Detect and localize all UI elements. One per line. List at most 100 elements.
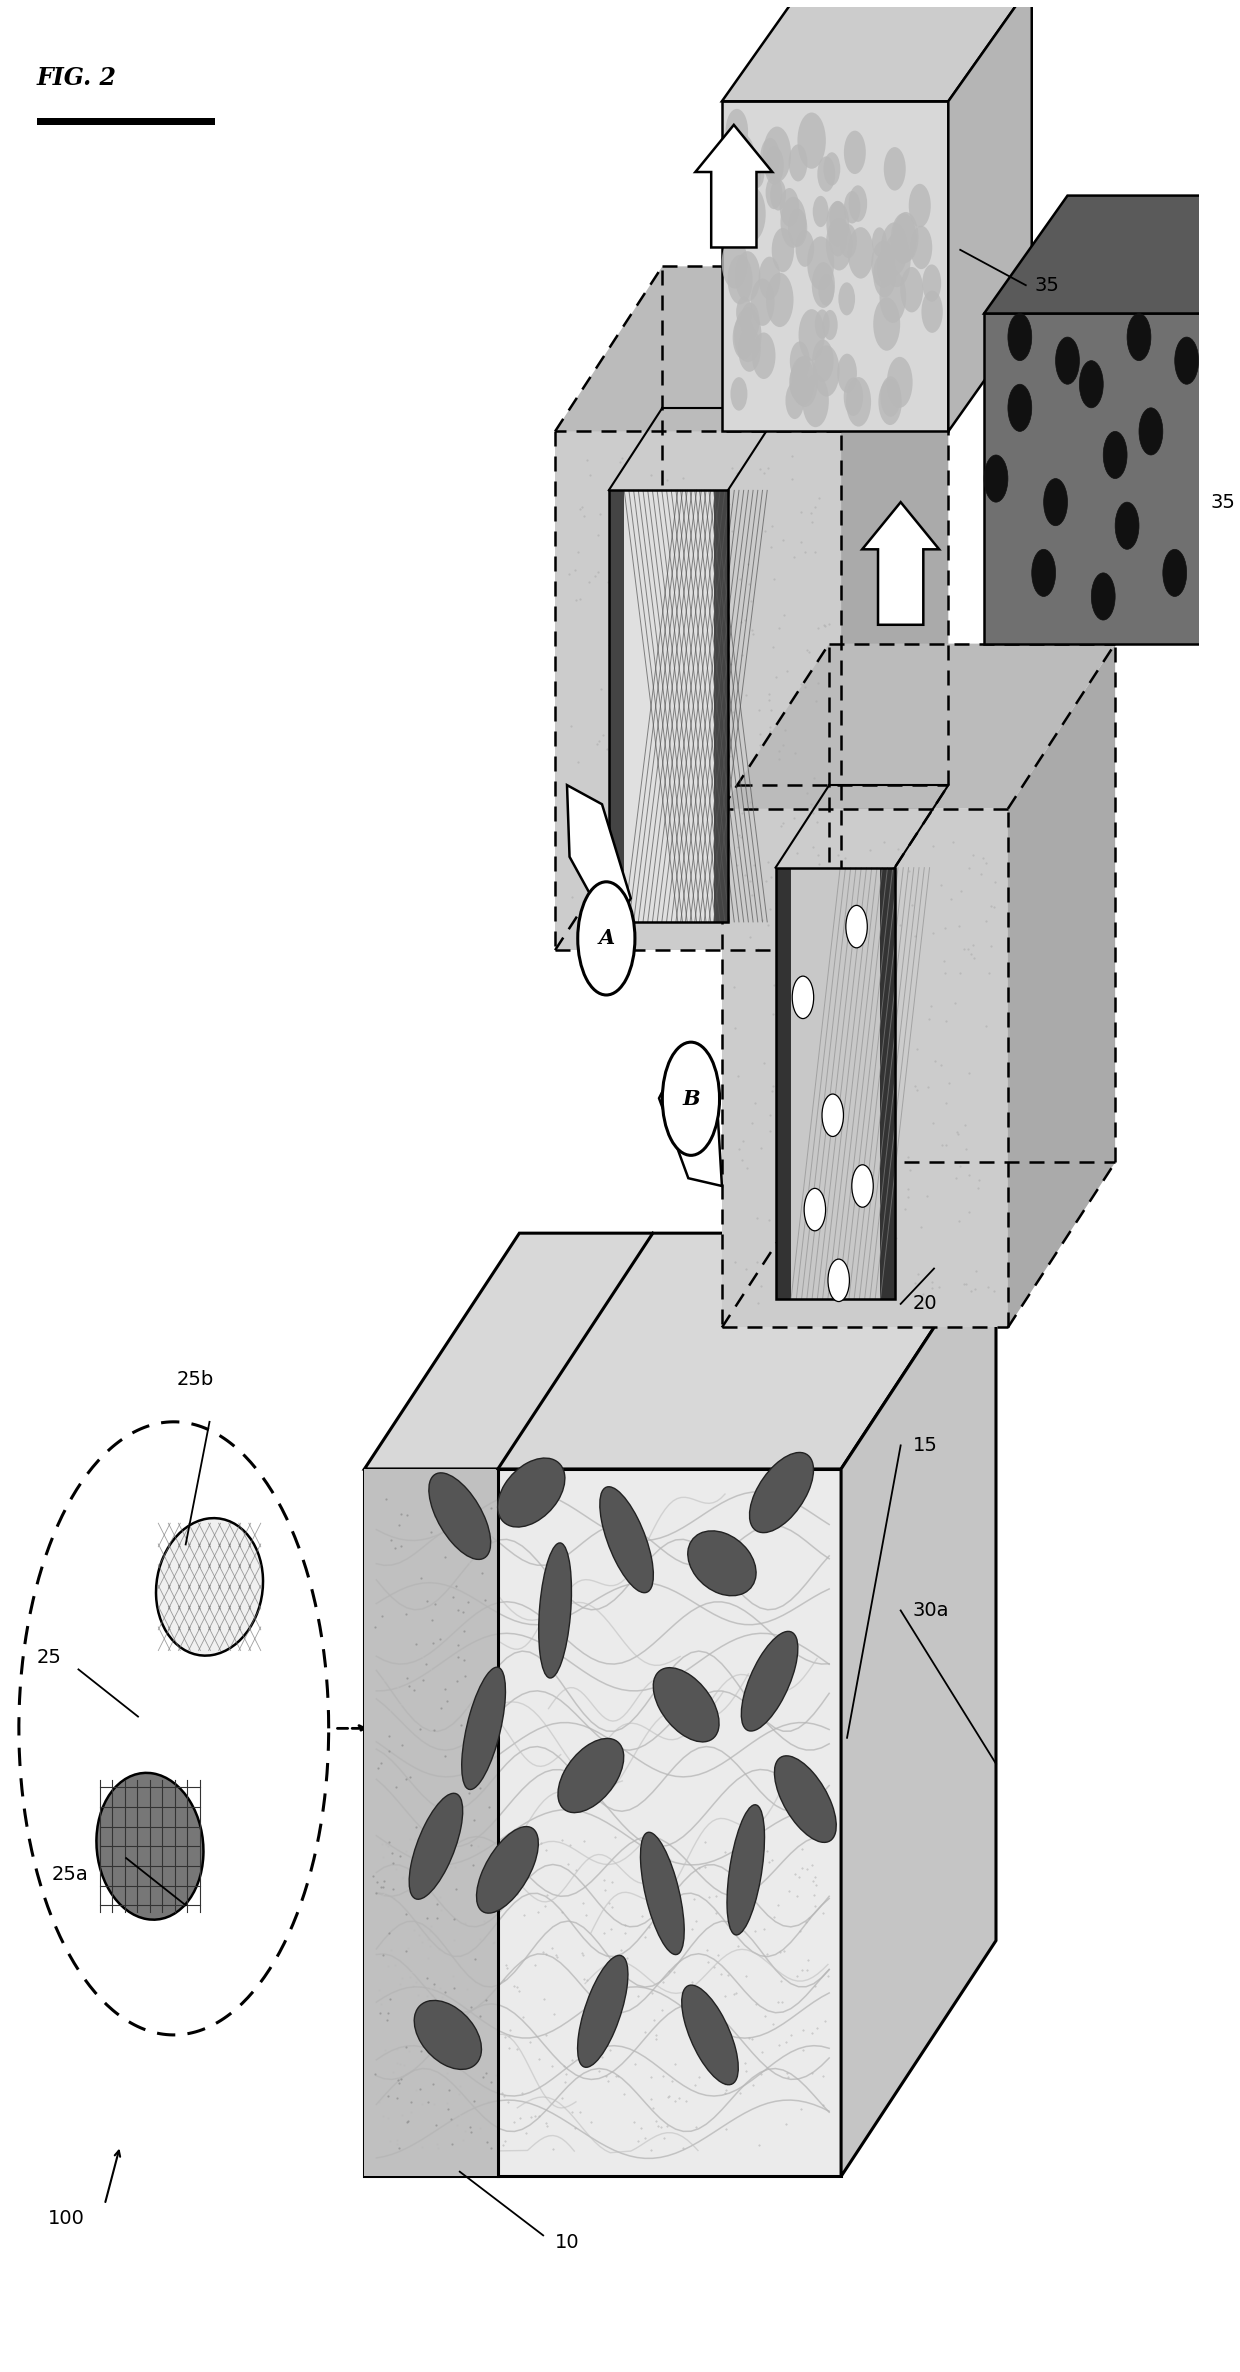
Circle shape [796, 230, 815, 266]
Text: B: B [682, 1089, 699, 1108]
Ellipse shape [97, 1772, 203, 1919]
Ellipse shape [578, 1955, 627, 2068]
Ellipse shape [682, 1985, 738, 2085]
Circle shape [722, 237, 748, 289]
Circle shape [738, 327, 760, 372]
Circle shape [813, 346, 839, 396]
Ellipse shape [742, 1632, 797, 1732]
Circle shape [765, 147, 784, 185]
Ellipse shape [497, 1459, 565, 1528]
Circle shape [737, 296, 751, 327]
Circle shape [837, 353, 857, 394]
Polygon shape [722, 809, 1008, 1328]
Circle shape [787, 209, 807, 247]
Circle shape [843, 377, 863, 415]
Circle shape [923, 263, 941, 301]
Circle shape [893, 211, 919, 263]
Circle shape [749, 159, 764, 187]
Text: 25: 25 [37, 1649, 62, 1668]
Circle shape [1032, 550, 1055, 595]
Polygon shape [841, 266, 949, 951]
Polygon shape [722, 0, 1032, 102]
Circle shape [822, 1093, 843, 1136]
Circle shape [770, 180, 786, 211]
Circle shape [728, 254, 753, 304]
Circle shape [799, 308, 825, 361]
Circle shape [1104, 432, 1127, 479]
Circle shape [789, 363, 807, 401]
Ellipse shape [558, 1739, 624, 1812]
Polygon shape [37, 119, 216, 126]
Circle shape [817, 157, 836, 192]
Circle shape [880, 377, 900, 417]
Ellipse shape [641, 1831, 684, 1955]
Circle shape [822, 311, 838, 339]
Circle shape [730, 377, 748, 410]
Ellipse shape [476, 1826, 538, 1914]
Circle shape [578, 882, 635, 994]
Ellipse shape [688, 1530, 756, 1596]
Text: 10: 10 [556, 2232, 580, 2251]
Circle shape [879, 270, 906, 323]
Text: 25b: 25b [176, 1371, 213, 1390]
Circle shape [890, 213, 916, 263]
Circle shape [792, 977, 813, 1018]
Circle shape [828, 1260, 849, 1302]
Polygon shape [722, 643, 1115, 809]
Circle shape [910, 225, 932, 268]
Circle shape [780, 187, 799, 225]
Circle shape [734, 308, 761, 363]
Circle shape [759, 256, 780, 299]
Circle shape [848, 185, 867, 223]
Polygon shape [841, 1233, 996, 2177]
Circle shape [1115, 503, 1140, 550]
Circle shape [815, 308, 830, 339]
Circle shape [1055, 337, 1079, 384]
Circle shape [1091, 574, 1115, 619]
Circle shape [985, 455, 1008, 503]
Circle shape [802, 375, 828, 427]
Circle shape [1008, 384, 1032, 432]
Polygon shape [365, 1468, 498, 2177]
Ellipse shape [414, 2000, 481, 2068]
Polygon shape [1210, 195, 1240, 643]
Circle shape [878, 380, 901, 425]
Polygon shape [365, 1233, 996, 1468]
Ellipse shape [600, 1487, 653, 1592]
Circle shape [1163, 550, 1187, 595]
Polygon shape [949, 0, 1032, 432]
Circle shape [846, 377, 870, 427]
Circle shape [789, 145, 807, 180]
Circle shape [838, 282, 856, 315]
Circle shape [780, 197, 806, 247]
Ellipse shape [749, 1452, 813, 1532]
Circle shape [828, 221, 847, 256]
Circle shape [1174, 337, 1199, 384]
Polygon shape [862, 503, 939, 624]
Ellipse shape [727, 1805, 765, 1936]
Circle shape [740, 304, 759, 339]
Circle shape [790, 356, 815, 406]
Circle shape [877, 249, 894, 285]
Polygon shape [1008, 643, 1115, 1328]
Circle shape [725, 109, 748, 154]
Circle shape [884, 147, 905, 190]
Circle shape [766, 273, 794, 327]
Circle shape [812, 339, 833, 382]
Polygon shape [658, 1063, 722, 1186]
Circle shape [830, 202, 846, 235]
Ellipse shape [156, 1518, 263, 1656]
Circle shape [873, 296, 900, 351]
Circle shape [765, 176, 782, 209]
Text: 35: 35 [1034, 275, 1059, 294]
Circle shape [785, 382, 804, 420]
Polygon shape [609, 491, 624, 923]
Circle shape [826, 218, 852, 270]
Circle shape [921, 289, 942, 332]
Circle shape [883, 232, 910, 287]
Text: 20: 20 [913, 1295, 937, 1314]
Polygon shape [696, 126, 773, 247]
Circle shape [826, 202, 849, 247]
Circle shape [887, 356, 913, 408]
Ellipse shape [538, 1542, 572, 1677]
